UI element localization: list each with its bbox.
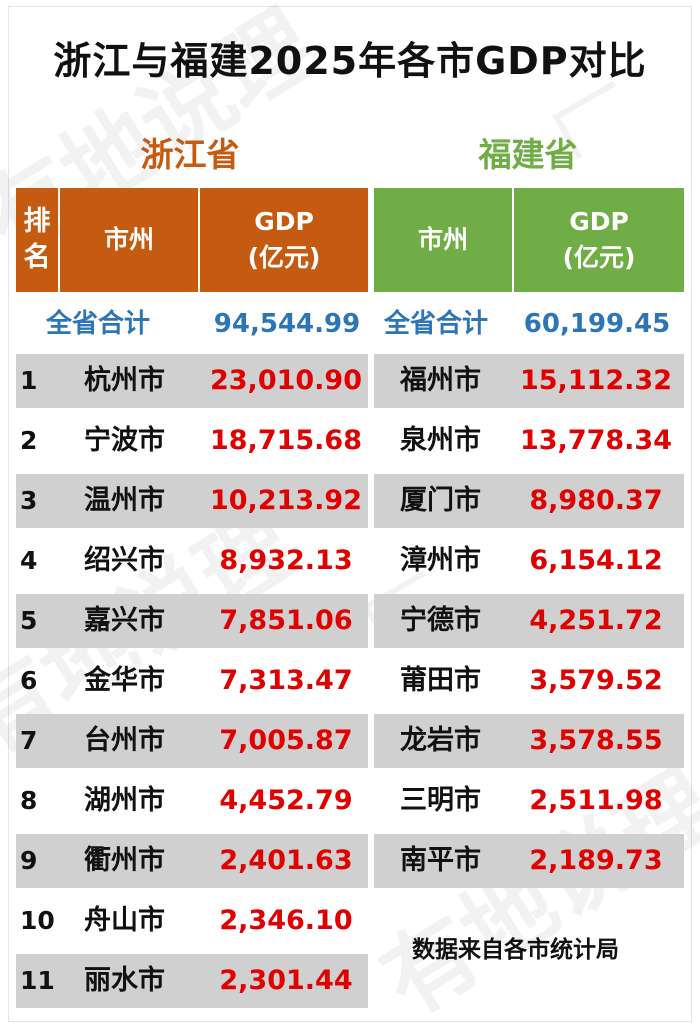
city-name-zhejiang: 杭州市 [84,365,165,396]
table-row-band [374,474,684,528]
city-name-zhejiang: 绍兴市 [84,545,165,576]
fujian-total-value: 60,199.45 [523,309,671,339]
table-row-band [374,354,684,408]
city-name-zhejiang: 温州市 [84,485,165,516]
gdp-value-fujian: 3,579.52 [529,665,663,696]
city-name-zhejiang: 嘉兴市 [84,605,165,636]
city-name-fujian: 漳州市 [400,545,481,576]
header-gdp-fujian: GDP (亿元) [514,188,684,292]
table-row-band [374,834,684,888]
header-gdp-line1: GDP [569,207,629,236]
city-name-fujian: 泉州市 [400,425,481,456]
page-title: 浙江与福建2025年各市GDP对比 [53,39,647,83]
city-name-fujian: 宁德市 [400,605,481,636]
city-name-zhejiang: 湖州市 [84,785,165,816]
gdp-value-zhejiang: 2,401.63 [219,845,353,876]
gdp-value-zhejiang: 7,851.06 [219,605,353,636]
city-name-zhejiang: 金华市 [84,665,165,696]
page-frame [8,6,692,1022]
city-name-zhejiang: 台州市 [84,725,165,756]
rank-cell: 1 [20,366,38,395]
gdp-value-fujian: 13,778.34 [519,425,673,456]
zhejiang-province-title: 浙江省 [140,135,240,174]
rank-cell: 11 [20,966,55,995]
gdp-value-zhejiang: 23,010.90 [209,365,363,396]
gdp-value-zhejiang: 4,452.79 [219,785,353,816]
zhejiang-total-label: 全省合计 [46,309,151,339]
gdp-value-zhejiang: 8,932.13 [219,545,353,576]
rank-cell: 7 [20,726,38,755]
table-row-band [16,354,368,408]
city-name-fujian: 福州市 [400,365,481,396]
rank-cell: 3 [20,486,38,515]
rank-cell: 10 [20,906,55,935]
gdp-value-fujian: 8,980.37 [529,485,663,516]
gdp-value-fujian: 2,189.73 [529,845,663,876]
rank-cell: 9 [20,846,38,875]
rank-cell: 5 [20,606,38,635]
rank-cell: 8 [20,786,38,815]
city-name-zhejiang: 宁波市 [84,425,165,456]
header-city-zhejiang: 市州 [60,188,198,292]
rank-cell: 2 [20,426,38,455]
gdp-value-fujian: 15,112.32 [519,365,673,396]
city-name-fujian: 三明市 [400,785,481,816]
fujian-province-title: 福建省 [478,135,578,174]
table-row-band [16,954,368,1008]
header-gdp-zhejiang: GDP (亿元) [200,188,368,292]
city-name-fujian: 龙岩市 [400,725,481,756]
gdp-value-fujian: 2,511.98 [529,785,663,816]
source-note: 数据来自各市统计局 [412,937,619,963]
gdp-value-zhejiang: 18,715.68 [209,425,363,456]
table-row-band [16,594,368,648]
gdp-value-zhejiang: 7,313.47 [219,665,353,696]
header-gdp-line1: GDP [254,207,314,236]
rank-cell: 4 [20,546,38,575]
header-gdp-line2: (亿元) [247,243,321,272]
table-row-band [16,834,368,888]
city-name-fujian: 莆田市 [400,665,481,696]
city-name-fujian: 厦门市 [400,485,481,516]
gdp-value-zhejiang: 2,346.10 [219,905,353,936]
gdp-value-fujian: 6,154.12 [529,545,663,576]
zhejiang-total-value: 94,544.99 [213,309,361,339]
header-gdp-line2: (亿元) [562,243,636,272]
gdp-value-fujian: 4,251.72 [529,605,663,636]
city-name-zhejiang: 衢州市 [84,845,165,876]
gdp-value-zhejiang: 2,301.44 [219,965,353,996]
table-row-band [374,714,684,768]
rank-cell: 6 [20,666,38,695]
table-row-band [16,474,368,528]
header-rank: 排名 [16,188,58,292]
fujian-total-label: 全省合计 [384,309,489,339]
gdp-value-zhejiang: 7,005.87 [219,725,353,756]
gdp-value-zhejiang: 10,213.92 [209,485,363,516]
table-row-band [16,714,368,768]
gdp-value-fujian: 3,578.55 [529,725,663,756]
city-name-fujian: 南平市 [400,845,481,876]
city-name-zhejiang: 舟山市 [84,905,165,936]
city-name-zhejiang: 丽水市 [84,965,165,996]
header-city-fujian: 市州 [374,188,512,292]
table-row-band [374,594,684,648]
